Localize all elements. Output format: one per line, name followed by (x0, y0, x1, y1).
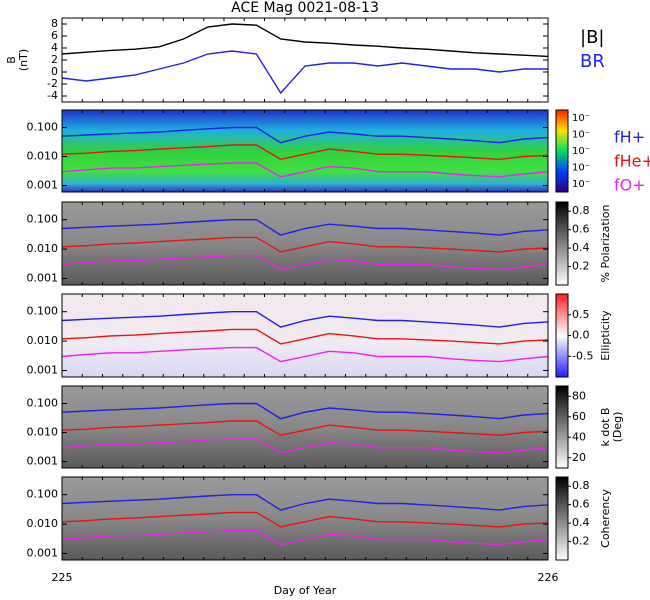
chart-title: ACE Mag 0021-08-13 (231, 0, 379, 16)
colorbar (555, 385, 569, 469)
legend-label: BR (580, 51, 605, 72)
series-line (61, 328, 549, 345)
colorbar-tick-label: 80 (572, 389, 586, 402)
colorbar (555, 293, 569, 378)
series-line (61, 126, 549, 144)
y-tick-label: 0.100 (27, 213, 59, 226)
series-line (61, 402, 549, 420)
colorbar-label: 10⁻ (572, 179, 590, 190)
series-line (61, 438, 549, 454)
y-axis-label: B (5, 56, 18, 64)
series-line (61, 50, 548, 95)
y-tick-label: 0.001 (27, 271, 59, 284)
series-line (61, 254, 549, 271)
legend-label: fO+ (614, 176, 646, 195)
colorbar-label: k dot B (599, 408, 612, 447)
y-tick-label: 0.001 (27, 179, 59, 192)
colorbar (555, 201, 569, 286)
series-line (61, 494, 549, 511)
y-tick-label: -2 (47, 77, 58, 90)
y-tick-label: 0.100 (27, 120, 59, 133)
y-tick-label: 2 (51, 53, 58, 66)
colorbar-tick-label: -0.5 (572, 349, 593, 362)
colorbar-tick-label: 0.4 (572, 516, 590, 529)
colorbar-tick-label: 0.2 (572, 260, 590, 273)
colorbar-tick-label: 0.8 (572, 204, 590, 217)
colorbar-label: 10⁻ (572, 113, 590, 124)
colorbar-tick-label: 40 (572, 430, 586, 443)
y-tick-label: 0.001 (27, 455, 59, 468)
y-tick-label: 0.010 (27, 517, 59, 530)
y-tick-label: 0.010 (27, 334, 59, 347)
spectrogram-image (62, 477, 548, 560)
colorbar-tick-label: 0.4 (572, 241, 590, 254)
y-tick-label: 0.010 (27, 150, 59, 163)
colorbar (555, 476, 569, 561)
x-tick-label: 225 (52, 571, 73, 584)
y-tick-label: 0.001 (27, 546, 59, 559)
series-line (61, 346, 549, 363)
spectrogram-image (62, 386, 548, 468)
series-line (61, 511, 549, 528)
y-tick-label: 0 (51, 65, 58, 78)
legend-label: fH+ (614, 128, 645, 147)
colorbar-label: 10⁻ (572, 146, 590, 157)
y-tick-label: 4 (51, 41, 58, 54)
series-line (61, 420, 549, 437)
series-line (61, 162, 549, 178)
series-line (61, 218, 549, 236)
x-axis-label: Day of Year (274, 584, 337, 597)
colorbar-label: 10⁻ (572, 130, 590, 141)
plot-frame (61, 17, 549, 103)
colorbar-label: 10⁻ (572, 163, 590, 174)
colorbar-label: % Polarization (599, 205, 612, 283)
y-tick-label: 0.100 (27, 305, 59, 318)
colorbar (555, 109, 569, 193)
colorbar-tick-label: 20 (572, 451, 586, 464)
colorbar-tick-label: 0.5 (572, 308, 590, 321)
colorbar-label: Coherency (599, 489, 612, 548)
y-tick-label: -4 (47, 89, 58, 102)
y-tick-label: 0.100 (27, 396, 59, 409)
y-tick-label: 0.010 (27, 426, 59, 439)
series-line (61, 144, 549, 161)
y-tick-label: 0.100 (27, 488, 59, 501)
colorbar-tick-label: 0.2 (572, 535, 590, 548)
y-tick-label: 0.010 (27, 242, 59, 255)
colorbar-label: (Deg) (611, 412, 624, 443)
y-tick-label: 0.001 (27, 363, 59, 376)
colorbar-tick-label: 0.8 (572, 479, 590, 492)
spectrogram-image (62, 294, 548, 377)
y-tick-label: 6 (51, 29, 58, 42)
legend-label: fHe+ (614, 152, 650, 171)
colorbar-tick-label: 0.6 (572, 223, 590, 236)
series-line (61, 23, 549, 58)
colorbar-tick-label: 60 (572, 410, 586, 423)
legend-label: |B| (580, 27, 604, 48)
y-tick-label: 8 (51, 17, 58, 30)
series-line (61, 236, 549, 253)
x-tick-label: 226 (538, 571, 559, 584)
colorbar-label: Ellipticity (599, 310, 612, 361)
spectrogram-image (62, 202, 548, 285)
spectrogram-image (62, 110, 548, 192)
colorbar-tick-label: 0.0 (572, 329, 590, 342)
series-line (61, 311, 549, 328)
series-line (61, 529, 549, 546)
colorbar-tick-label: 0.6 (572, 498, 590, 511)
y-axis-label: (nT) (17, 49, 30, 71)
